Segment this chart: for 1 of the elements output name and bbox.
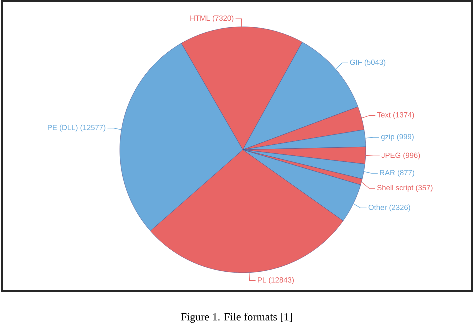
caption: Figure 1. File formats [1] <box>181 312 292 324</box>
